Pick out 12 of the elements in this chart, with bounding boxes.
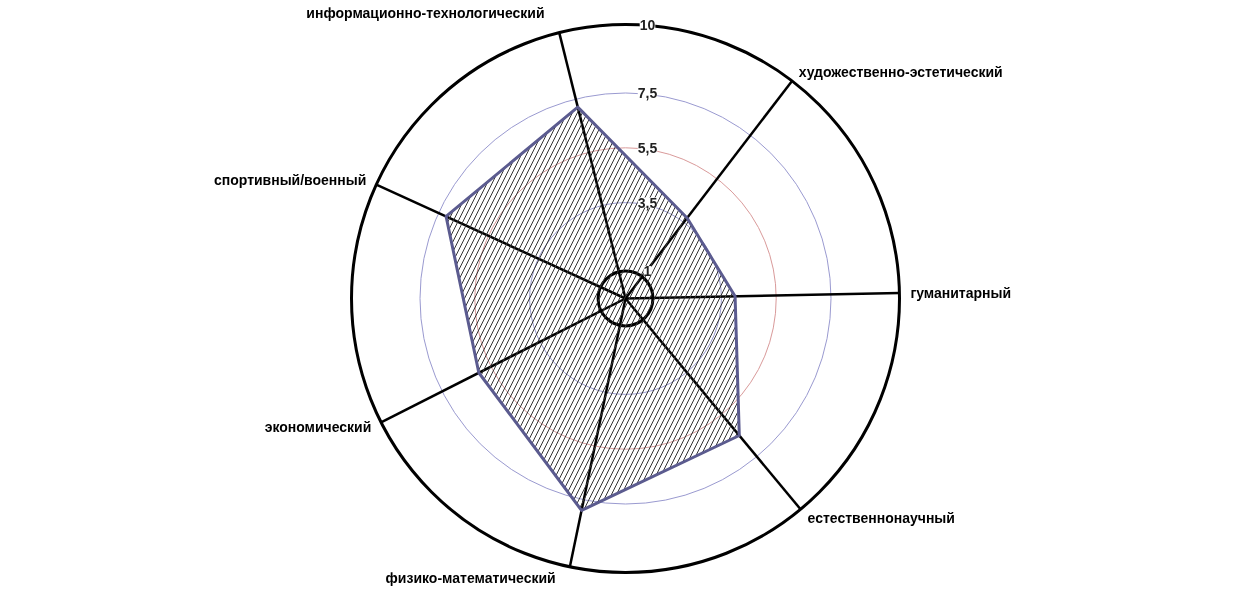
spoke-label: спортивный/военный <box>213 172 367 189</box>
spoke-label: художественно-эстетический <box>798 64 1003 81</box>
spoke-label: информационно-технологический <box>306 4 545 21</box>
y-tick-label: 10 <box>639 16 656 33</box>
spoke-label: экономический <box>264 419 372 436</box>
spoke-label: естественнонаучный <box>807 509 955 526</box>
y-tick-label: 1 <box>643 263 652 280</box>
y-tick-label: 3,5 <box>637 194 658 211</box>
spoke-label: физико-математический <box>385 569 556 586</box>
spoke-label: гуманитарный <box>910 284 1012 301</box>
y-tick-label: 5,5 <box>637 139 658 156</box>
y-tick-label: 7,5 <box>637 85 658 101</box>
